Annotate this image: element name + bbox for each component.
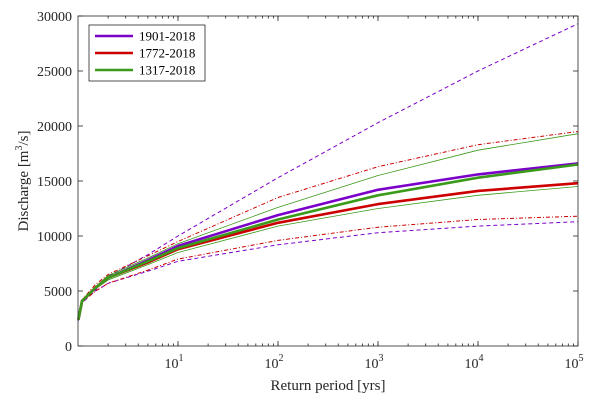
y-tick-label-15000: 15000 [37, 175, 72, 190]
y-tick-labels: 0 5000 10000 15000 20000 25000 30000 [37, 10, 72, 355]
x-tick-label-exponent: 3 [379, 353, 384, 364]
x-axis-title: Return period [yrs] [271, 378, 386, 394]
x-tick-label-exponent: 2 [279, 353, 284, 364]
axis-ticks [78, 15, 579, 347]
x-tick-label-exponent: 1 [179, 353, 184, 364]
x-tick-label-1000: 103 [365, 353, 384, 372]
y-tick-label-30000: 30000 [37, 10, 72, 25]
x-tick-label-base: 10 [465, 357, 479, 372]
series-bound-line-3 [77, 23, 579, 321]
y-axis-title-main: Discharge [m [16, 150, 32, 231]
series-bound-line-6 [77, 215, 579, 320]
y-tick-label-5000: 5000 [44, 285, 72, 300]
legend-label-1901-2018: 1901-2018 [139, 29, 195, 44]
series-bound-line-5 [77, 131, 579, 320]
x-tick-label-base: 10 [165, 357, 179, 372]
x-tick-label-exponent: 5 [579, 353, 584, 364]
x-tick-labels: 101 102 103 104 105 [165, 353, 584, 372]
y-axis-title: Discharge [m3/s] [14, 131, 32, 232]
y-tick-label-0: 0 [65, 340, 72, 355]
data-lines [77, 23, 579, 321]
x-tick-label-10: 101 [165, 353, 184, 372]
x-tick-label-exponent: 4 [479, 353, 484, 364]
legend: 1901-2018 1772-2018 1317-2018 [88, 24, 206, 82]
y-axis-title-superscript: 3 [14, 146, 25, 151]
x-tick-label-10000: 104 [465, 353, 484, 372]
legend-label-1317-2018: 1317-2018 [139, 63, 195, 78]
x-tick-label-100: 102 [265, 353, 284, 372]
y-tick-label-25000: 25000 [37, 65, 72, 80]
y-axis-title-tail: /s] [16, 131, 32, 146]
y-tick-label-20000: 20000 [37, 120, 72, 135]
x-tick-label-base: 10 [365, 357, 379, 372]
legend-label-1772-2018: 1772-2018 [139, 46, 195, 61]
x-tick-label-100000: 105 [565, 353, 584, 372]
series-line-1317-2018 [77, 163, 579, 320]
series-bound-line-4 [77, 221, 579, 320]
x-tick-label-base: 10 [265, 357, 279, 372]
x-tick-label-base: 10 [565, 357, 579, 372]
y-tick-label-10000: 10000 [37, 230, 72, 245]
